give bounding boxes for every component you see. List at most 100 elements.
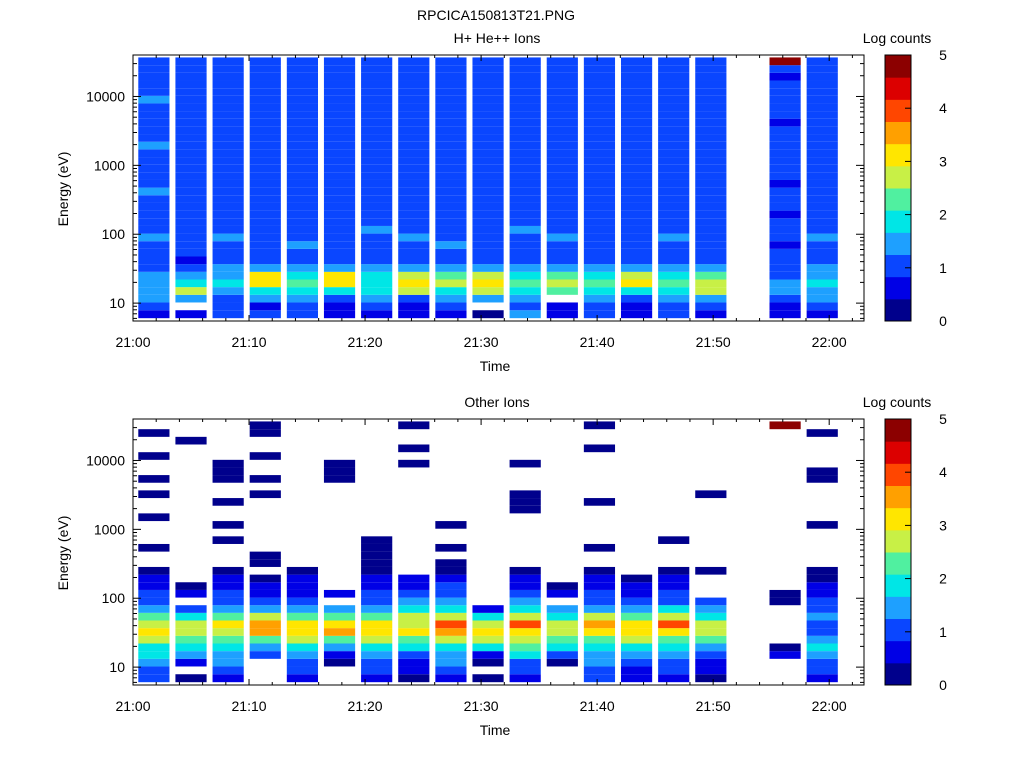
heatmap-cell: [658, 582, 690, 590]
heatmap-cell: [583, 225, 616, 234]
heatmap-cell: [806, 225, 838, 234]
heatmap-cell: [620, 72, 653, 81]
heatmap-cell: [435, 658, 467, 667]
colorbar-tick-label: 5: [939, 411, 947, 427]
heatmap-cell: [361, 95, 393, 104]
y-tick-label: 1000: [94, 521, 125, 537]
heatmap-cell: [175, 65, 207, 73]
heatmap-cell: [175, 164, 207, 173]
heatmap-cell: [583, 172, 616, 180]
heatmap-cell: [212, 233, 244, 242]
heatmap-cell: [583, 126, 616, 135]
heatmap-cell: [286, 574, 318, 583]
heatmap-cell: [620, 202, 653, 211]
heatmap-cell: [249, 179, 281, 188]
heatmap-cell: [398, 202, 430, 211]
heatmap-cell: [435, 187, 467, 196]
heatmap-cell: [695, 218, 727, 226]
heatmap-cell: [546, 103, 578, 112]
heatmap-cell: [138, 651, 170, 659]
heatmap-cell: [361, 149, 393, 158]
heatmap-cell: [620, 264, 653, 272]
heatmap-cell: [583, 287, 616, 295]
heatmap-cell: [249, 118, 281, 127]
heatmap-cell: [583, 543, 616, 552]
x-tick-label: 21:30: [464, 698, 499, 714]
heatmap-cell: [620, 651, 653, 659]
heatmap-cell: [695, 172, 727, 180]
panel-bottom: Other Ions Log counts Energy (eV) Time 2…: [55, 394, 947, 738]
heatmap-cell: [361, 666, 393, 675]
heatmap-cell: [546, 635, 578, 644]
heatmap-cell: [546, 287, 578, 295]
heatmap-cell: [249, 452, 281, 460]
heatmap-cell: [509, 218, 541, 226]
heatmap-cell: [620, 95, 653, 104]
panel-top-frame: [132, 54, 865, 322]
heatmap-cell: [472, 80, 504, 89]
heatmap-cell: [435, 210, 467, 219]
heatmap-cell: [695, 620, 727, 629]
heatmap-cell: [546, 264, 578, 272]
heatmap-cell: [398, 674, 430, 683]
heatmap-cell: [620, 118, 653, 127]
heatmap-cell: [806, 218, 838, 226]
heatmap-cell: [286, 141, 318, 150]
heatmap-cell: [472, 164, 504, 173]
heatmap-cell: [286, 65, 318, 73]
heatmap-cell: [695, 248, 727, 257]
heatmap-cell: [620, 620, 653, 629]
colorbar-tick-label: 2: [939, 207, 947, 223]
heatmap-cell: [620, 195, 653, 203]
heatmap-cell: [658, 589, 690, 598]
heatmap-cell: [546, 88, 578, 96]
heatmap-cell: [435, 574, 467, 583]
heatmap-cell: [769, 643, 801, 652]
heatmap-cell: [138, 149, 170, 158]
heatmap-cell: [249, 551, 281, 560]
heatmap-cell: [175, 241, 207, 249]
heatmap-cell: [361, 574, 393, 583]
heatmap-cell: [658, 302, 690, 311]
heatmap-cell: [806, 605, 838, 613]
heatmap-cell: [212, 521, 244, 529]
heatmap-cell: [212, 498, 244, 506]
heatmap-cell: [249, 310, 281, 319]
heatmap-cell: [175, 141, 207, 150]
heatmap-cell: [138, 248, 170, 257]
heatmap-cell: [323, 118, 356, 127]
heatmap-cell: [175, 256, 207, 265]
heatmap-cell: [323, 279, 356, 288]
heatmap-cell: [583, 605, 616, 613]
heatmap-cell: [620, 134, 653, 142]
heatmap-cell: [435, 612, 467, 621]
heatmap-cell: [435, 202, 467, 211]
heatmap-cell: [175, 620, 207, 629]
heatmap-cell: [138, 287, 170, 295]
heatmap-cell: [472, 118, 504, 127]
heatmap-cell: [546, 218, 578, 226]
heatmap-cell: [546, 225, 578, 234]
heatmap-cell: [138, 157, 170, 165]
heatmap-cell: [583, 444, 616, 453]
heatmap-cell: [583, 620, 616, 629]
heatmap-cell: [769, 164, 801, 173]
heatmap-cell: [398, 72, 430, 81]
heatmap-cell: [583, 635, 616, 644]
heatmap-cell: [323, 202, 356, 211]
heatmap-cell: [695, 241, 727, 249]
colorbar-tick-label: 0: [939, 313, 947, 329]
heatmap-cell: [286, 57, 318, 66]
heatmap-cell: [769, 141, 801, 150]
heatmap-cell: [769, 202, 801, 211]
heatmap-cell: [323, 149, 356, 158]
heatmap-cell: [769, 149, 801, 158]
heatmap-cell: [620, 157, 653, 165]
heatmap-cell: [509, 658, 541, 667]
heatmap-cell: [583, 103, 616, 112]
heatmap-cell: [286, 88, 318, 96]
heatmap-cell: [695, 271, 727, 280]
y-tick-label: 10: [109, 659, 125, 675]
heatmap-cell: [286, 202, 318, 211]
heatmap-cell: [249, 628, 281, 636]
